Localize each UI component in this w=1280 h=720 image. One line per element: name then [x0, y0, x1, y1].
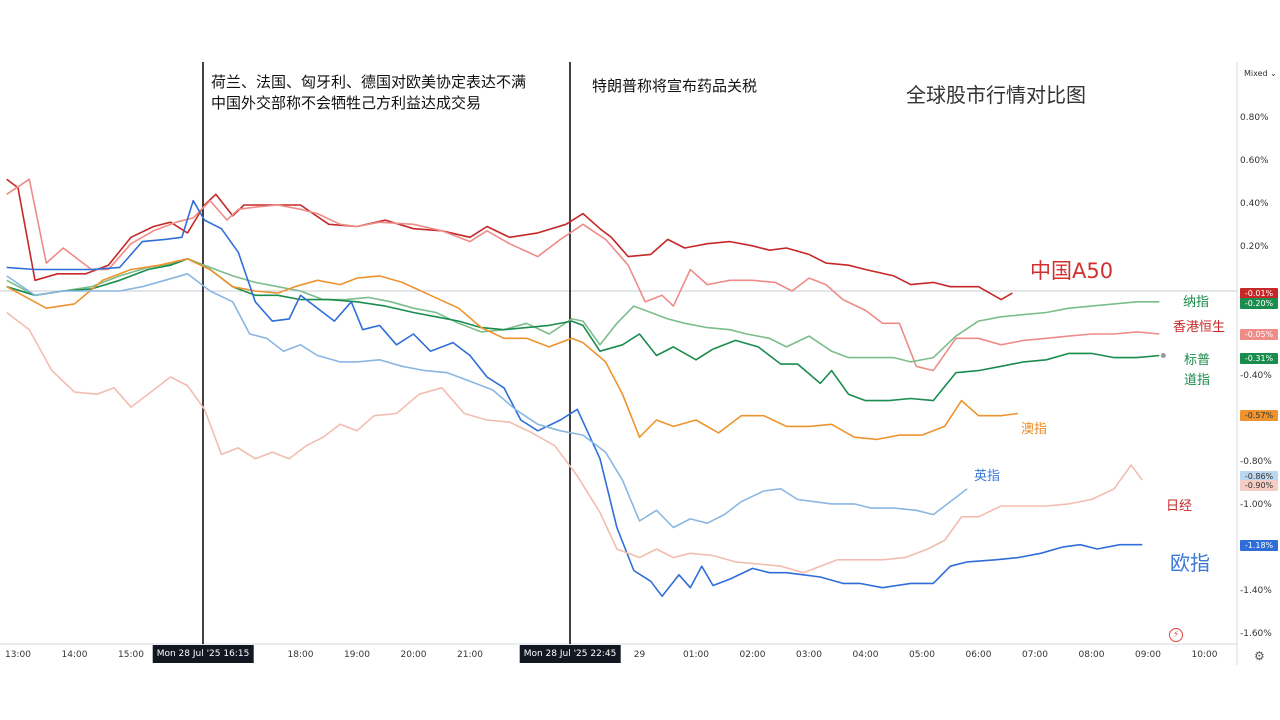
chart-axes	[0, 62, 1238, 665]
last-value-badge: -0.90%	[1240, 479, 1278, 491]
series-line-0	[6, 178, 1013, 301]
last-value-badge: -0.20%	[1240, 297, 1278, 309]
last-value-badge: -0.86%	[1240, 470, 1278, 482]
crosshair-time-label-2: Mon 28 Jul '25 22:45	[519, 645, 621, 663]
x-tick-label: 06:00	[965, 650, 992, 660]
chevron-down-icon: ⌄	[1270, 69, 1277, 78]
x-tick-label: 20:00	[400, 650, 427, 660]
annotation-2: 特朗普称将宣布药品关税	[592, 76, 757, 97]
last-value-badge: -1.18%	[1240, 539, 1278, 551]
chart-title: 全球股市行情对比图	[906, 83, 1086, 107]
x-tick-label: 07:00	[1022, 650, 1048, 660]
series-line-3	[6, 257, 1160, 402]
x-tick-label: 10:00	[1191, 650, 1218, 660]
x-tick-label: 04:00	[852, 650, 879, 660]
series-line-7	[6, 311, 1143, 574]
series-line-1	[6, 178, 1160, 372]
x-tick-label: 15:00	[118, 650, 144, 660]
x-tick-label: 29	[633, 650, 646, 660]
x-tick-label: 03:00	[796, 650, 822, 660]
x-tick-label: 01:00	[683, 650, 709, 660]
scale-mode-label: Mixed	[1244, 69, 1268, 78]
scale-mode-dropdown[interactable]: Mixed ⌄	[1244, 69, 1277, 78]
series-end-marker	[1159, 352, 1167, 359]
crosshair-time-label-1: Mon 28 Jul '25 16:15	[152, 645, 254, 663]
series-name-label: 纳指	[1183, 295, 1210, 310]
y-tick-label: -1.40%	[1240, 586, 1272, 596]
annotation-1-line-1: 荷兰、法国、匈牙利、德国对欧美协定表达不满	[211, 73, 527, 91]
x-tick-label: 05:00	[909, 650, 935, 660]
last-value-badge: -0.31%	[1240, 352, 1278, 364]
x-tick-label: 02:00	[739, 650, 766, 660]
y-tick-label: -0.80%	[1240, 457, 1272, 467]
chart-series-layer	[6, 178, 1167, 598]
annotation-1: 荷兰、法国、匈牙利、德国对欧美协定表达不满 中国外交部称不会牺牲己方利益达成交易	[211, 72, 526, 114]
y-tick-label: 0.60%	[1240, 156, 1269, 166]
x-tick-label: 08:00	[1078, 650, 1105, 660]
x-tick-label: 14:00	[61, 650, 88, 660]
series-name-label: 香港恒生	[1173, 320, 1226, 335]
series-name-label: 日经	[1166, 499, 1193, 514]
y-tick-label: 0.80%	[1240, 113, 1269, 123]
annotation-1-line-2: 中国外交部称不会牺牲己方利益达成交易	[211, 94, 482, 112]
annotation-2-line-1: 特朗普称将宣布药品关税	[592, 77, 758, 95]
series-name-label: 澳指	[1021, 422, 1048, 437]
last-value-badge: -0.57%	[1240, 409, 1278, 421]
x-tick-label: 13:00	[5, 650, 31, 660]
series-name-label: 标普道指	[1184, 353, 1211, 388]
y-tick-label: -0.40%	[1240, 371, 1272, 381]
x-tick-label: 21:00	[457, 650, 483, 660]
y-tick-label: 0.20%	[1240, 242, 1269, 252]
series-line-6	[6, 272, 968, 529]
series-line-5	[6, 199, 1143, 598]
y-tick-label: -1.00%	[1240, 500, 1272, 510]
last-value-badge: -0.01%	[1240, 288, 1278, 300]
x-tick-label: 18:00	[287, 650, 314, 660]
gear-icon[interactable]: ⚙	[1254, 649, 1265, 663]
last-value-badge: -0.05%	[1240, 329, 1278, 340]
series-line-2	[6, 257, 1160, 363]
lightning-icon[interactable]: ⚡	[1169, 628, 1183, 642]
y-tick-label: -1.60%	[1240, 629, 1272, 639]
series-name-label: 英指	[974, 469, 1001, 484]
x-tick-label: 09:00	[1135, 650, 1161, 660]
y-tick-label: 0.40%	[1240, 199, 1269, 209]
x-tick-label: 19:00	[344, 650, 370, 660]
series-name-label: 中国A50	[1030, 259, 1114, 283]
series-name-label: 欧指	[1170, 551, 1210, 575]
series-line-4	[6, 257, 1019, 441]
